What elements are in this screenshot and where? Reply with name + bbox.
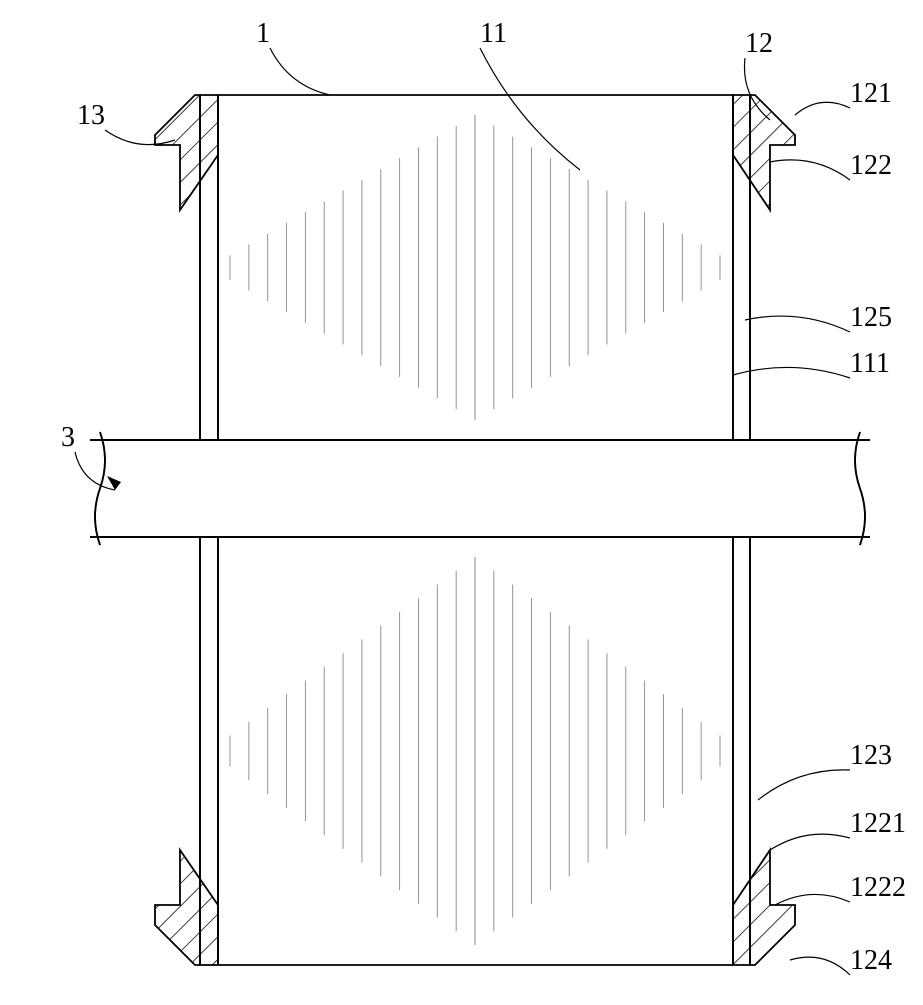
label-1222: 1222 bbox=[850, 872, 906, 903]
label-123: 123 bbox=[850, 740, 892, 771]
label-121: 121 bbox=[850, 78, 892, 109]
leader-line bbox=[745, 316, 850, 332]
label-124: 124 bbox=[850, 945, 892, 976]
patent-diagram: 1311121311112112212312412512211222 bbox=[0, 0, 923, 1000]
label-11: 11 bbox=[480, 18, 507, 49]
shaft-fill bbox=[60, 441, 900, 536]
label-1: 1 bbox=[256, 18, 270, 49]
leader-line bbox=[795, 102, 850, 115]
label-122: 122 bbox=[850, 150, 892, 181]
ring-bottom-right bbox=[733, 850, 795, 965]
leader-line bbox=[775, 894, 850, 905]
leader-line bbox=[770, 160, 850, 180]
ring-top-left bbox=[155, 95, 218, 210]
ring-bottom-left bbox=[155, 850, 218, 965]
label-12: 12 bbox=[745, 28, 773, 59]
label-13: 13 bbox=[77, 100, 105, 131]
leader-line bbox=[270, 48, 330, 95]
label-125: 125 bbox=[850, 302, 892, 333]
ring-top-right bbox=[733, 95, 795, 210]
leader-line bbox=[770, 834, 850, 850]
label-3: 3 bbox=[61, 422, 75, 453]
leader-line bbox=[790, 957, 850, 975]
label-111: 111 bbox=[850, 348, 890, 379]
label-1221: 1221 bbox=[850, 808, 906, 839]
leader-line bbox=[758, 770, 850, 800]
leader-line bbox=[480, 48, 580, 170]
